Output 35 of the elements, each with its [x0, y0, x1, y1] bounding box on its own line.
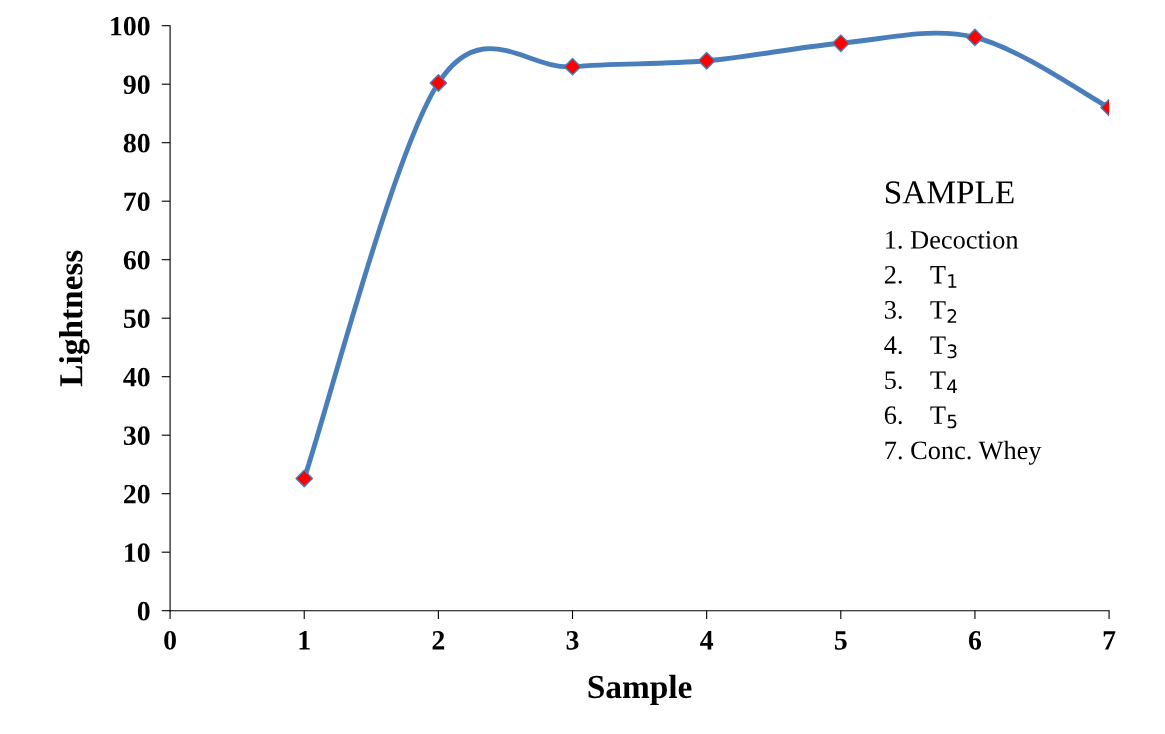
x-tick-label: 2 — [432, 631, 445, 650]
annotation: SAMPLE — [885, 181, 1014, 204]
point — [697, 51, 716, 70]
point — [429, 74, 448, 92]
y-tick-label: 70 — [124, 192, 150, 212]
y-tick-label: 0 — [137, 601, 150, 621]
annotation: 5. T$_{4}$ — [885, 371, 957, 394]
point — [295, 469, 314, 488]
y-tick-label: 10 — [125, 543, 150, 563]
point — [966, 28, 984, 47]
x-tick-label: 0 — [164, 630, 176, 650]
y-tick-label: 40 — [123, 367, 150, 387]
y-tick-label: 30 — [123, 426, 150, 446]
x-tick-label: 7 — [1103, 631, 1116, 650]
point — [563, 57, 582, 76]
annotation: 1. Decoction — [886, 231, 1019, 249]
y-tick-label: 100 — [111, 16, 150, 36]
annotation: 2. T$_{1}$ — [884, 265, 957, 288]
y-tick-label: 80 — [123, 133, 150, 153]
x-tick-label: 4 — [700, 631, 714, 650]
annotation: 4. T$_{3}$ — [884, 336, 957, 359]
x-axis-title: Sample — [588, 674, 692, 705]
annotation: 6. T$_{5}$ — [884, 406, 957, 429]
y-tick-label: 50 — [123, 309, 150, 329]
x-tick-label: 6 — [968, 631, 982, 650]
y-tick-label: 60 — [123, 250, 150, 270]
x-tick-label: 5 — [834, 631, 847, 650]
y-axis-title: Lightness — [59, 250, 90, 387]
y-tick-label: 20 — [124, 484, 150, 504]
point — [831, 34, 850, 53]
x-tick-label: 1 — [299, 631, 310, 650]
y-tick-label: 90 — [123, 75, 150, 95]
x-tick-label: 3 — [566, 631, 579, 650]
annotation: 3. T$_{2}$ — [884, 301, 957, 323]
annotation: 7. Conc. Whey — [885, 440, 1042, 465]
